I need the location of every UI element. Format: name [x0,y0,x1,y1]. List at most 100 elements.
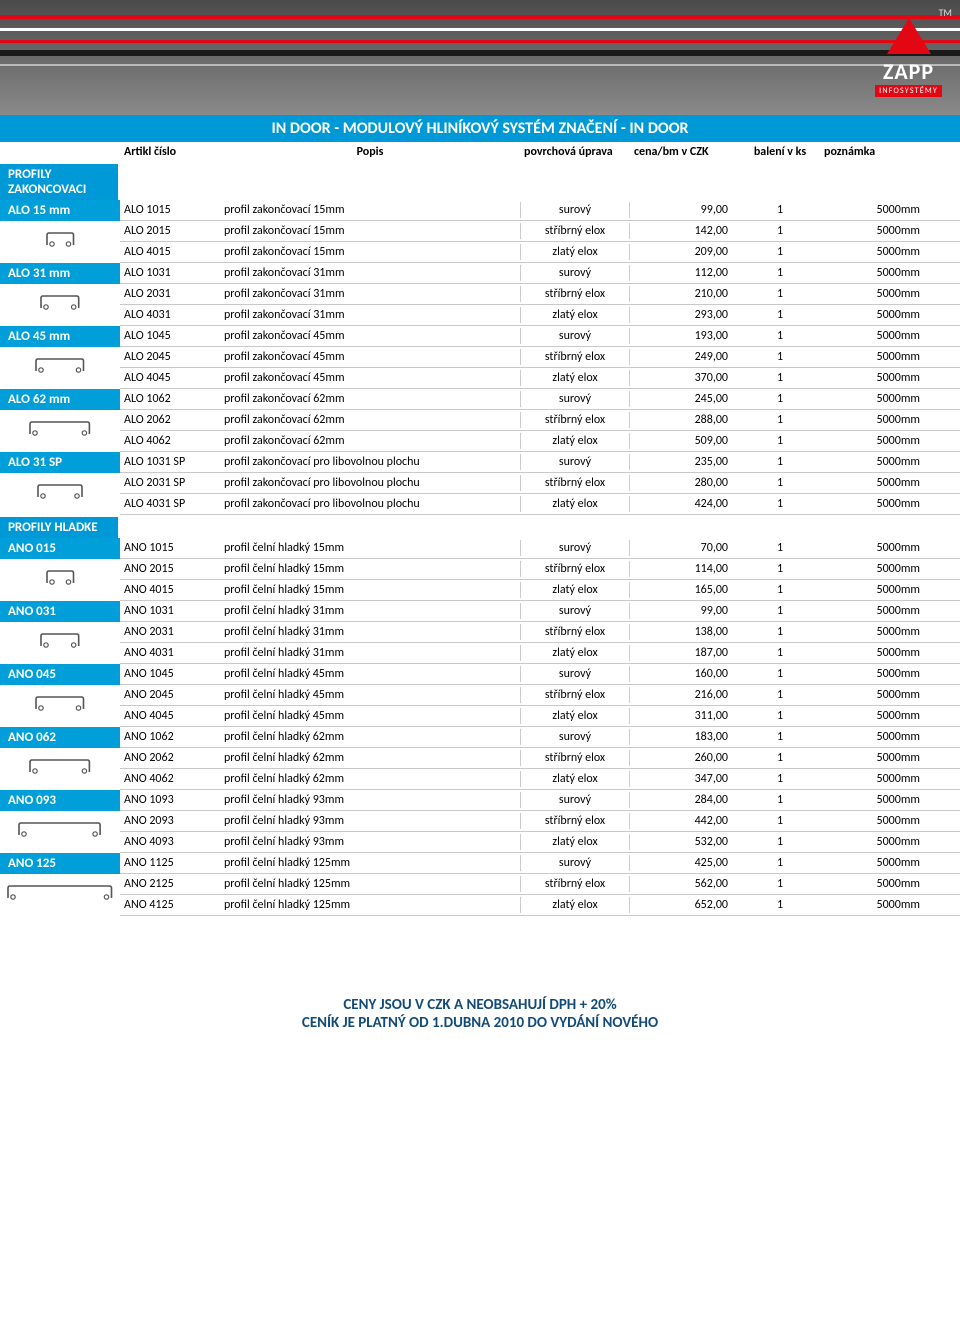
banner-stripe [0,64,960,66]
cell-article: ANO 4045 [120,708,220,724]
cell-baleni: 1 [740,265,820,281]
cell-cena: 284,00 [630,792,740,808]
cell-popis: profil zakončovací 15mm [220,244,520,260]
cell-pozn: 5000mm [820,834,940,850]
group-left: ANO 125 [0,853,120,912]
cell-uprava: surový [520,391,630,407]
group-left: ANO 015 [0,538,120,597]
cell-pozn: 5000mm [820,223,940,239]
profile-icon [0,622,120,660]
cell-article: ALO 2015 [120,223,220,239]
cell-popis: profil zakončovací 62mm [220,433,520,449]
cell-popis: profil zakončovací 31mm [220,265,520,281]
product-group: ANO 045 ANO 1045 profil čelní hladký 45m… [0,664,960,727]
group-left: ANO 031 [0,601,120,660]
cell-pozn: 5000mm [820,561,940,577]
cell-uprava: stříbrný elox [520,412,630,428]
cell-cena: 652,00 [630,897,740,913]
cell-pozn: 5000mm [820,750,940,766]
table-row: ANO 4125 profil čelní hladký 125mm zlatý… [120,895,960,916]
cell-article: ALO 2031 [120,286,220,302]
group-badge: ANO 015 [0,538,120,559]
cell-uprava: surový [520,454,630,470]
cell-baleni: 1 [740,876,820,892]
cell-pozn: 5000mm [820,454,940,470]
cell-popis: profil čelní hladký 15mm [220,582,520,598]
price-table: PROFILY ZAKONCOVACIALO 15 mm ALO 1015 pr… [0,164,960,916]
cell-cena: 193,00 [630,328,740,344]
cell-baleni: 1 [740,328,820,344]
cell-pozn: 5000mm [820,496,940,512]
col-popis: Popis [220,145,520,159]
col-article: Artikl číslo [120,145,220,159]
profile-icon [0,473,120,511]
profile-icon [0,284,120,322]
cell-pozn: 5000mm [820,265,940,281]
table-row: ALO 4015 profil zakončovací 15mm zlatý e… [120,242,960,263]
profile-icon [0,410,120,448]
table-row: ANO 4062 profil čelní hladký 62mm zlatý … [120,769,960,790]
cell-pozn: 5000mm [820,433,940,449]
product-group: ANO 015 ANO 1015 profil čelní hladký 15m… [0,538,960,601]
group-badge: ANO 045 [0,664,120,685]
cell-popis: profil čelní hladký 45mm [220,687,520,703]
cell-popis: profil zakončovací 15mm [220,202,520,218]
cell-baleni: 1 [740,561,820,577]
cell-article: ANO 4093 [120,834,220,850]
table-row: ANO 1031 profil čelní hladký 31mm surový… [120,601,960,622]
cell-cena: 311,00 [630,708,740,724]
product-group: ALO 45 mm ALO 1045 profil zakončovací 45… [0,326,960,389]
cell-cena: 442,00 [630,813,740,829]
table-row: ANO 1093 profil čelní hladký 93mm surový… [120,790,960,811]
group-left: ALO 31 SP [0,452,120,511]
cell-baleni: 1 [740,708,820,724]
brand-logo: ZAPP INFOSYSTÉMY [875,18,942,97]
cell-baleni: 1 [740,813,820,829]
cell-pozn: 5000mm [820,475,940,491]
cell-popis: profil čelní hladký 31mm [220,603,520,619]
cell-popis: profil čelní hladký 31mm [220,624,520,640]
col-baleni: balení v ks [740,145,820,159]
table-row: ALO 1062 profil zakončovací 62mm surový … [120,389,960,410]
cell-popis: profil čelní hladký 125mm [220,897,520,913]
cell-pozn: 5000mm [820,666,940,682]
product-group: ANO 125 ANO 1125 profil čelní hladký 125… [0,853,960,916]
group-left: ALO 15 mm [0,200,120,259]
cell-article: ALO 2045 [120,349,220,365]
cell-cena: 187,00 [630,645,740,661]
brand-name: ZAPP [875,58,942,85]
cell-baleni: 1 [740,475,820,491]
cell-baleni: 1 [740,223,820,239]
profile-icon [0,685,120,723]
cell-uprava: stříbrný elox [520,750,630,766]
cell-baleni: 1 [740,771,820,787]
cell-uprava: surový [520,855,630,871]
cell-baleni: 1 [740,792,820,808]
cell-article: ALO 4031 [120,307,220,323]
cell-popis: profil zakončovací 62mm [220,412,520,428]
cell-article: ANO 2062 [120,750,220,766]
cell-popis: profil zakončovací pro libovolnou plochu [220,454,520,470]
cell-popis: profil čelní hladký 45mm [220,666,520,682]
cell-popis: profil zakončovací 45mm [220,328,520,344]
cell-cena: 509,00 [630,433,740,449]
cell-uprava: surový [520,202,630,218]
group-rows: ANO 1015 profil čelní hladký 15mm surový… [120,538,960,601]
cell-cena: 425,00 [630,855,740,871]
group-rows: ANO 1031 profil čelní hladký 31mm surový… [120,601,960,664]
table-row: ANO 2062 profil čelní hladký 62mm stříbr… [120,748,960,769]
cell-baleni: 1 [740,666,820,682]
cell-popis: profil čelní hladký 125mm [220,855,520,871]
cell-uprava: zlatý elox [520,834,630,850]
cell-cena: 235,00 [630,454,740,470]
cell-uprava: surový [520,265,630,281]
cell-popis: profil čelní hladký 62mm [220,771,520,787]
cell-cena: 562,00 [630,876,740,892]
cell-article: ALO 4015 [120,244,220,260]
cell-article: ALO 1015 [120,202,220,218]
table-row: ALO 2031 profil zakončovací 31mm stříbrn… [120,284,960,305]
cell-cena: 183,00 [630,729,740,745]
product-group: ANO 093 ANO 1093 profil čelní hladký 93m… [0,790,960,853]
cell-popis: profil čelní hladký 31mm [220,645,520,661]
cell-cena: 424,00 [630,496,740,512]
